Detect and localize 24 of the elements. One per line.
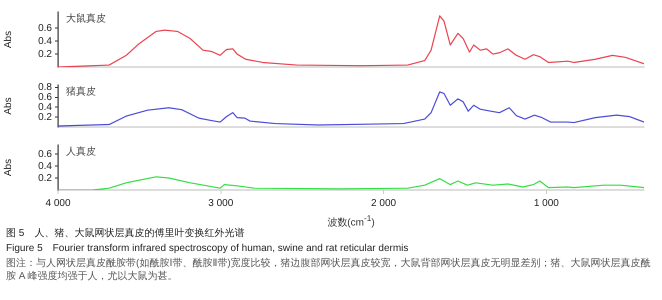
x-axis-title: 波数(cm$^{-1}$) xyxy=(326,212,376,228)
y-axis-title: Abs xyxy=(2,30,14,48)
caption: 图 5 人、猪、大鼠网状层真皮的傅里叶变换红外光谱 xyxy=(6,228,244,239)
text: 图注：与人网状层真皮酰胺带(如酰胺Ⅰ带、酰胺Ⅱ带)宽度比较，猪边腹部网状层真皮较宽，大鼠背部网状层真皮无明显差别；猪、大鼠网状层真皮酰胺 A 峰强度均强于人，尤以大鼠为甚。 xyxy=(5,256,652,283)
caption: Figure 5 Fourier transform infrared spectroscopy of human, swine and rat reticular dermis xyxy=(5,242,410,255)
x-tick-label: 4 000 xyxy=(45,198,71,209)
annotation: 人真皮 xyxy=(66,146,96,158)
y-tick-label: 0.2 xyxy=(38,112,52,123)
annotation: 大鼠真皮 xyxy=(66,12,106,25)
y-tick-label: 0.2 xyxy=(38,48,52,60)
y-axis-title: Abs xyxy=(2,97,14,115)
annotation: 猪真皮 xyxy=(66,86,96,98)
x-tick-label: 3 000 xyxy=(208,198,234,209)
y-tick-label: 0.4 xyxy=(38,102,52,113)
y-tick-label: 0.8 xyxy=(38,82,52,94)
y-tick-label: 0.6 xyxy=(38,148,52,160)
y-tick-label: 0.6 xyxy=(38,92,52,104)
y-tick-label: 0.2 xyxy=(38,172,52,184)
y-tick-label: 0.4 xyxy=(38,160,52,172)
y-tick-label: 0.6 xyxy=(38,22,52,34)
y-axis-title: Abs xyxy=(2,158,14,176)
y-tick-label: 0.4 xyxy=(38,36,52,47)
x-tick-label: 1 000 xyxy=(534,198,560,209)
x-tick-label: 2 000 xyxy=(371,198,397,209)
